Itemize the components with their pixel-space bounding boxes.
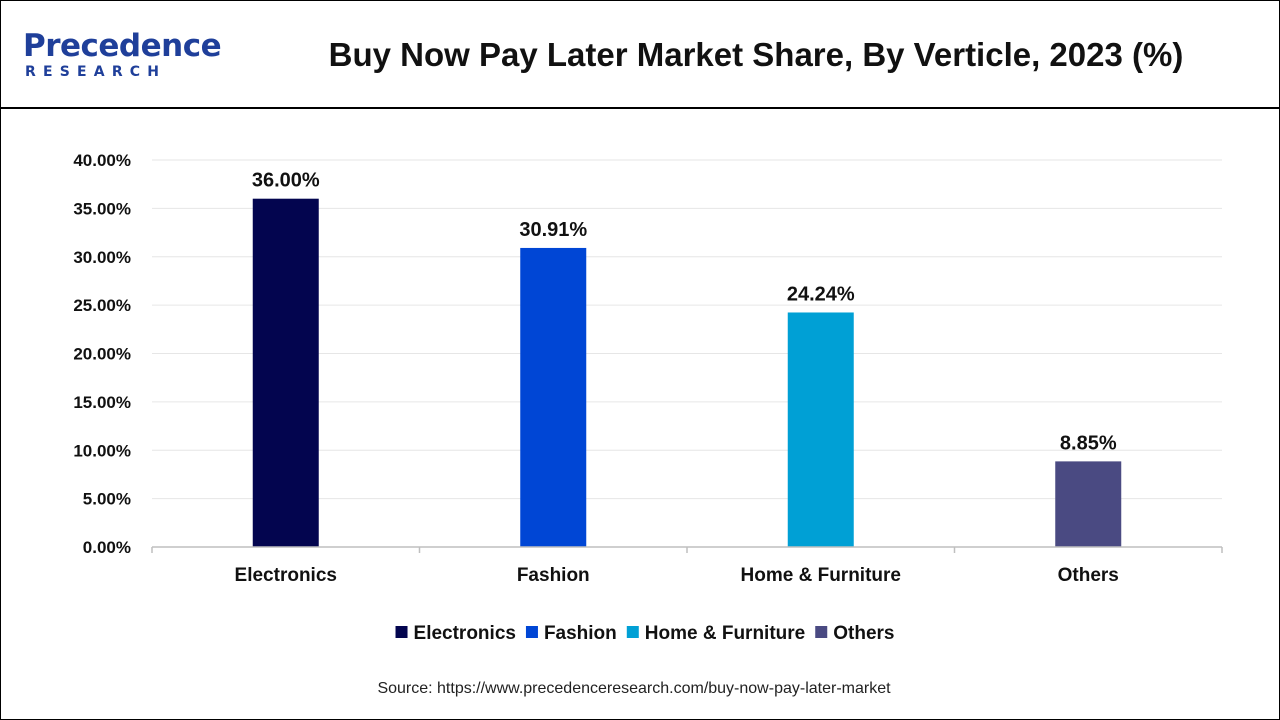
legend-swatch [525,626,538,638]
gridlines [152,159,1222,500]
legend-item: Others [815,623,894,644]
x-tick-label: Fashion [517,565,590,586]
legend-swatch [815,626,828,638]
y-tick-label: 10.00% [73,441,131,460]
legend-item: Home & Furniture [626,623,805,644]
legend-label: Home & Furniture [645,623,805,644]
source-note: Source: https://www.precedenceresearch.c… [377,680,891,697]
data-label: 36.00% [252,170,320,192]
y-tick-label: 15.00% [73,393,131,412]
legend: Electronics Fashion Home & Furniture Others [395,623,894,644]
bar-electronics [252,198,319,547]
legend-swatch [626,626,639,638]
legend-item: Fashion [525,623,617,644]
y-tick-label: 35.00% [73,199,131,218]
x-tick-label: Home & Furniture [741,565,901,586]
brand-logo: Precedence RESEARCH [23,29,223,83]
legend-swatch [395,626,408,638]
bars: 36.00% 30.91% 24.24% 8.85% [252,170,1122,548]
x-tick-label: Electronics [235,565,337,586]
data-label: 8.85% [1060,432,1117,454]
y-tick-label: 40.00% [73,151,131,170]
chart-title: Buy Now Pay Later Market Share, By Verti… [328,36,1184,73]
y-tick-label: 25.00% [73,296,131,315]
header: Precedence RESEARCH Buy Now Pay Later Ma… [1,1,1279,109]
bar-others [1055,461,1122,547]
legend-item: Electronics [395,623,516,644]
bar-home-furniture [787,312,854,547]
logo-wordmark: Precedence [23,28,222,64]
legend-label: Others [833,623,894,644]
legend-label: Fashion [544,623,617,644]
x-tick-label: Others [1058,565,1119,586]
y-tick-label: 0.00% [83,538,131,557]
y-axis: 0.00% 5.00% 10.00% 15.00% 20.00% 25.00% 30.00%… [73,151,131,557]
x-axis: Electronics Fashion Home & Furniture Others [151,546,1223,586]
y-tick-label: 20.00% [73,345,131,364]
y-tick-label: 30.00% [73,248,131,267]
bar-fashion [520,247,587,548]
data-label: 30.91% [519,219,587,241]
legend-label: Electronics [414,623,516,644]
logo-subtitle: RESEARCH [25,64,167,80]
data-label: 24.24% [787,283,855,305]
y-tick-label: 5.00% [83,490,131,509]
